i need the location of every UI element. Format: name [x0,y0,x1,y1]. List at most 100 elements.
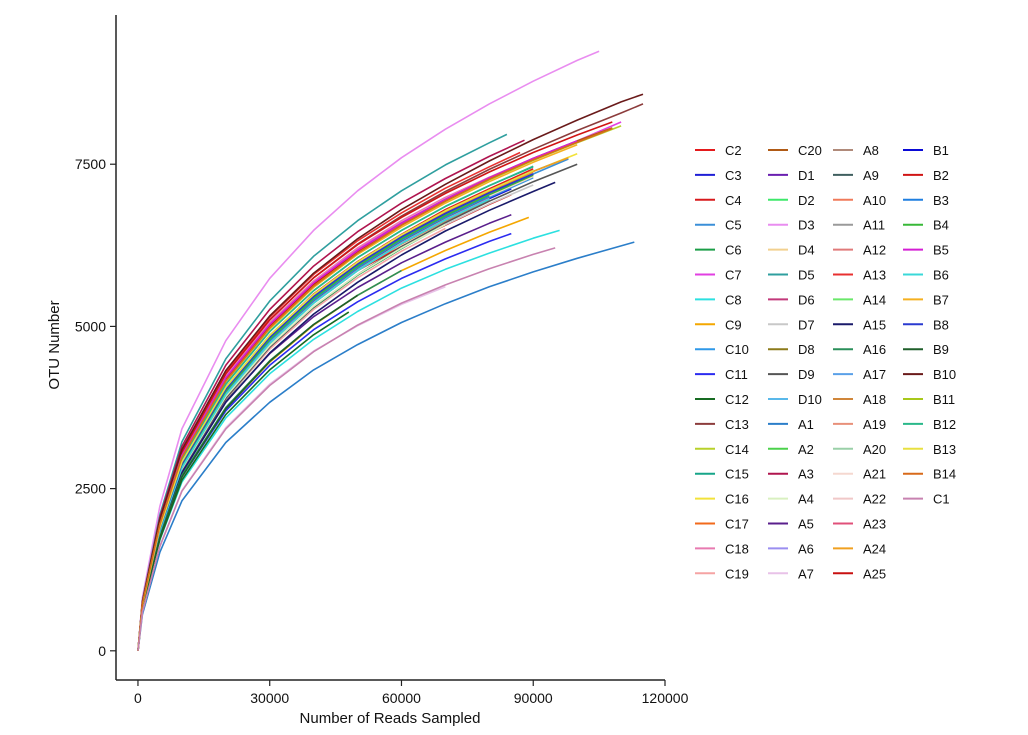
series-line-c2 [137,168,534,651]
legend-label-a5: A5 [798,517,814,532]
series-line-a12 [137,169,534,651]
legend-label-b8: B8 [933,317,949,332]
series-line-b13 [137,169,534,651]
y-tick-label: 2500 [75,481,106,497]
series-line-a8 [137,192,490,651]
series-line-d6 [137,200,468,651]
legend-label-b3: B3 [933,193,949,208]
legend-label-a25: A25 [863,566,886,581]
legend-label-a11: A11 [863,218,885,233]
series-line-b9 [137,294,359,651]
x-tick-label: 30000 [250,690,289,706]
legend: C2 C3 C4 C5 C6 C7 C8 C9 C10 C11 C12 C13 C14 C15 C16 C17… [695,143,956,581]
legend-label-a7: A7 [798,566,814,581]
series-line-c1 [137,247,556,651]
legend-label-a10: A10 [863,193,886,208]
series-line-a23 [137,192,490,651]
series-line-b5 [137,140,578,651]
series-line-d9 [137,163,578,651]
legend-label-a4: A4 [798,492,814,507]
legend-label-a8: A8 [863,143,879,158]
plot-area [137,50,644,651]
legend-label-c2: C2 [725,143,742,158]
series-line-a25 [137,189,468,651]
legend-label-c14: C14 [725,442,749,457]
legend-label-c16: C16 [725,492,749,507]
legend-label-c7: C7 [725,268,742,283]
legend-label-b11: B11 [933,392,955,407]
series-line-b2 [137,121,613,651]
series-line-a1 [137,241,635,651]
legend-label-b12: B12 [933,417,956,432]
series-line-c16 [137,153,578,651]
legend-label-a9: A9 [863,168,879,183]
x-tick-label: 90000 [514,690,553,706]
legend-label-c8: C8 [725,292,742,307]
series-line-b10 [137,93,644,651]
legend-label-a13: A13 [863,268,886,283]
legend-label-d7: D7 [798,317,815,332]
x-tick-label: 0 [134,690,142,706]
legend-label-c4: C4 [725,193,742,208]
legend-label-c17: C17 [725,517,749,532]
y-tick-label: 5000 [75,318,106,334]
legend-label-d9: D9 [798,367,815,382]
legend-label-d10: D10 [798,392,822,407]
legend-label-d8: D8 [798,342,815,357]
legend-label-a1: A1 [798,417,814,432]
legend-label-d2: D2 [798,193,815,208]
legend-label-a23: A23 [863,517,886,532]
legend-label-d3: D3 [798,218,815,233]
legend-label-c11: C11 [725,367,748,382]
legend-label-a14: A14 [863,292,886,307]
series-line-c13 [137,103,644,651]
series-line-b11 [137,141,578,651]
legend-label-c12: C12 [725,392,749,407]
legend-label-c3: C3 [725,168,742,183]
legend-label-c18: C18 [725,541,749,556]
legend-label-b10: B10 [933,367,956,382]
legend-label-d4: D4 [798,243,815,258]
legend-label-a17: A17 [863,367,886,382]
series-line-d1 [137,190,490,651]
series-line-d4 [137,141,578,651]
legend-label-a22: A22 [863,492,886,507]
legend-label-d1: D1 [798,168,815,183]
legend-label-b1: B1 [933,143,949,158]
legend-label-a21: A21 [863,467,886,482]
legend-label-b9: B9 [933,342,949,357]
legend-label-a6: A6 [798,541,814,556]
x-tick-label: 60000 [382,690,421,706]
series-line-a2 [137,195,490,651]
series-line-a22 [137,204,468,651]
legend-label-b14: B14 [933,467,956,482]
legend-label-c13: C13 [725,417,749,432]
series-line-d3 [137,50,600,651]
legend-label-a12: A12 [863,243,886,258]
legend-label-c6: C6 [725,243,742,258]
series-line-c19 [137,227,446,651]
y-tick-label: 0 [98,643,106,659]
x-axis-ticks: 0 30000 60000 90000 120000 [134,680,689,706]
legend-label-c20: C20 [798,143,822,158]
legend-label-c5: C5 [725,218,742,233]
legend-label-c1: C1 [933,492,950,507]
series-line-c5 [137,158,569,651]
legend-label-a18: A18 [863,392,886,407]
series-line-d2 [137,169,534,651]
legend-label-a20: A20 [863,442,886,457]
legend-label-c9: C9 [725,317,742,332]
series-line-a14 [137,195,490,651]
legend-label-b4: B4 [933,218,949,233]
legend-label-d6: D6 [798,292,815,307]
legend-label-a3: A3 [798,467,814,482]
x-axis-title: Number of Reads Sampled [300,710,481,727]
legend-label-a2: A2 [798,442,814,457]
y-axis-title: OTU Number [46,300,63,389]
legend-label-b2: B2 [933,168,949,183]
series-line-b3 [137,195,490,651]
legend-label-a24: A24 [863,541,886,556]
series-line-a3 [137,139,525,651]
legend-label-a16: A16 [863,342,886,357]
